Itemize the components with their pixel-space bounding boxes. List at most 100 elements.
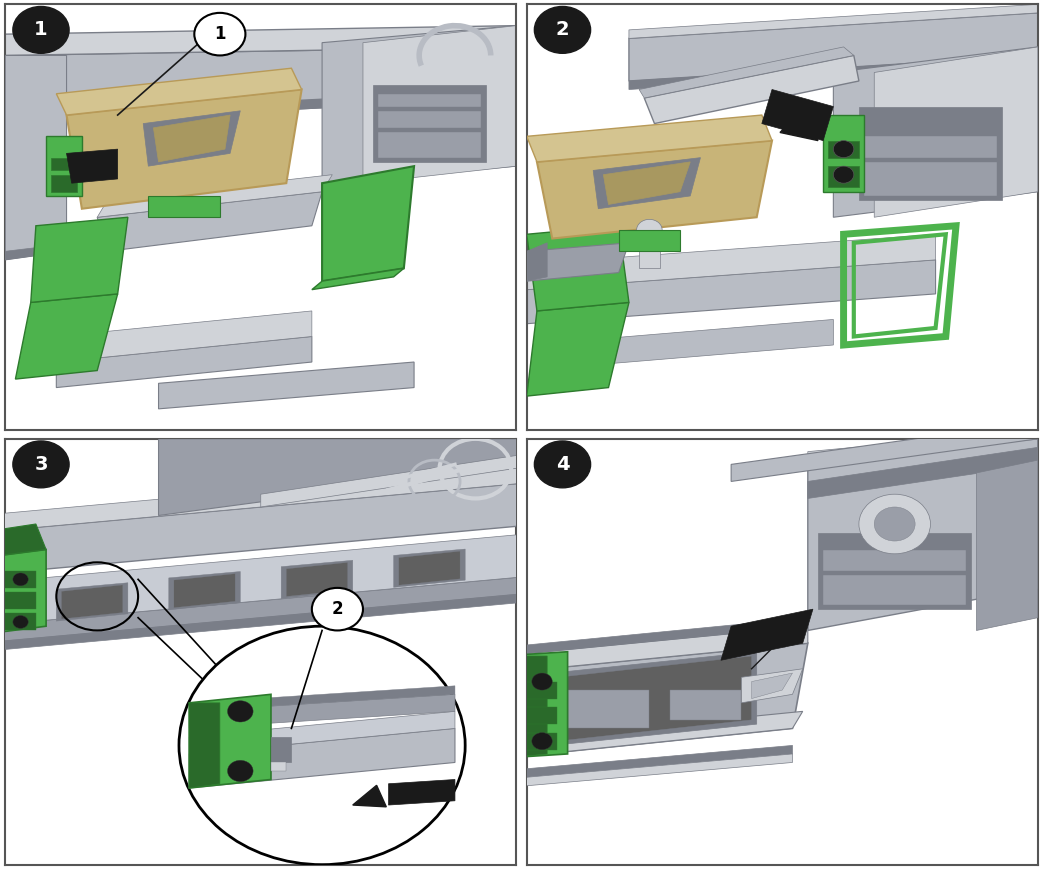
Polygon shape bbox=[578, 320, 833, 367]
Polygon shape bbox=[282, 561, 353, 599]
Polygon shape bbox=[761, 90, 833, 141]
Polygon shape bbox=[56, 336, 312, 388]
Bar bbox=[0, 614, 35, 631]
Circle shape bbox=[13, 441, 69, 488]
Polygon shape bbox=[502, 746, 793, 779]
Text: 2: 2 bbox=[332, 600, 343, 618]
Circle shape bbox=[534, 441, 590, 488]
Polygon shape bbox=[189, 728, 455, 788]
Polygon shape bbox=[639, 47, 854, 98]
Polygon shape bbox=[780, 111, 818, 141]
Polygon shape bbox=[261, 452, 542, 507]
Circle shape bbox=[312, 587, 363, 631]
Bar bbox=[46, 136, 81, 196]
Circle shape bbox=[13, 573, 28, 586]
Bar bbox=[670, 690, 742, 720]
Polygon shape bbox=[56, 311, 312, 362]
Polygon shape bbox=[67, 90, 301, 209]
Polygon shape bbox=[0, 533, 542, 627]
Polygon shape bbox=[322, 25, 516, 183]
Text: 1: 1 bbox=[214, 25, 225, 43]
Circle shape bbox=[179, 627, 465, 865]
Bar bbox=[567, 690, 650, 728]
Bar bbox=[823, 115, 864, 192]
Bar bbox=[51, 157, 77, 170]
Polygon shape bbox=[629, 13, 1038, 81]
Polygon shape bbox=[62, 585, 123, 619]
Polygon shape bbox=[557, 656, 752, 741]
Bar bbox=[823, 549, 966, 571]
Polygon shape bbox=[807, 430, 1038, 461]
Circle shape bbox=[194, 13, 245, 56]
Polygon shape bbox=[603, 162, 690, 204]
Bar bbox=[864, 136, 997, 157]
Polygon shape bbox=[0, 592, 542, 652]
Polygon shape bbox=[312, 269, 404, 289]
Bar bbox=[828, 166, 859, 188]
Polygon shape bbox=[537, 141, 772, 238]
Polygon shape bbox=[593, 157, 701, 209]
Polygon shape bbox=[527, 226, 629, 311]
Polygon shape bbox=[5, 47, 516, 123]
Polygon shape bbox=[527, 242, 548, 282]
Polygon shape bbox=[629, 56, 1038, 90]
Bar bbox=[864, 162, 997, 196]
Polygon shape bbox=[527, 235, 936, 289]
Bar bbox=[823, 575, 966, 605]
Bar bbox=[506, 681, 557, 699]
Polygon shape bbox=[527, 260, 936, 323]
Circle shape bbox=[532, 673, 553, 690]
Polygon shape bbox=[742, 669, 803, 703]
Bar bbox=[271, 762, 286, 771]
Polygon shape bbox=[16, 294, 118, 379]
Polygon shape bbox=[56, 69, 301, 115]
Polygon shape bbox=[159, 362, 414, 408]
Polygon shape bbox=[286, 562, 347, 596]
Polygon shape bbox=[72, 156, 97, 176]
Polygon shape bbox=[0, 524, 46, 558]
Polygon shape bbox=[833, 47, 1038, 217]
Polygon shape bbox=[976, 461, 1038, 631]
Polygon shape bbox=[527, 115, 772, 162]
Polygon shape bbox=[502, 627, 807, 673]
Bar bbox=[0, 592, 35, 609]
Bar bbox=[373, 85, 486, 162]
Polygon shape bbox=[159, 439, 542, 515]
Polygon shape bbox=[502, 618, 807, 656]
Circle shape bbox=[532, 733, 553, 750]
Polygon shape bbox=[56, 583, 128, 621]
Polygon shape bbox=[174, 574, 236, 607]
Polygon shape bbox=[0, 575, 542, 643]
Polygon shape bbox=[388, 779, 455, 805]
Polygon shape bbox=[502, 712, 803, 758]
Text: 3: 3 bbox=[34, 454, 48, 474]
Polygon shape bbox=[502, 754, 793, 788]
Polygon shape bbox=[752, 673, 793, 699]
Circle shape bbox=[227, 700, 253, 722]
Bar bbox=[379, 110, 481, 128]
Bar bbox=[618, 230, 680, 251]
Polygon shape bbox=[731, 421, 1038, 481]
Polygon shape bbox=[5, 56, 67, 260]
Polygon shape bbox=[393, 549, 465, 587]
Circle shape bbox=[874, 507, 915, 541]
Circle shape bbox=[227, 760, 253, 781]
Bar bbox=[506, 707, 557, 724]
Bar bbox=[828, 141, 859, 157]
Polygon shape bbox=[0, 464, 542, 533]
Circle shape bbox=[636, 219, 662, 241]
Polygon shape bbox=[189, 694, 271, 788]
Polygon shape bbox=[97, 192, 322, 251]
Bar bbox=[639, 226, 659, 269]
Polygon shape bbox=[807, 439, 1038, 631]
Polygon shape bbox=[629, 4, 1038, 38]
Polygon shape bbox=[874, 47, 1038, 217]
Bar bbox=[148, 196, 220, 217]
Polygon shape bbox=[5, 90, 516, 123]
Polygon shape bbox=[322, 166, 414, 282]
Polygon shape bbox=[5, 242, 77, 260]
Circle shape bbox=[13, 615, 28, 628]
Polygon shape bbox=[807, 448, 1038, 499]
Polygon shape bbox=[502, 656, 548, 758]
Polygon shape bbox=[0, 481, 542, 575]
